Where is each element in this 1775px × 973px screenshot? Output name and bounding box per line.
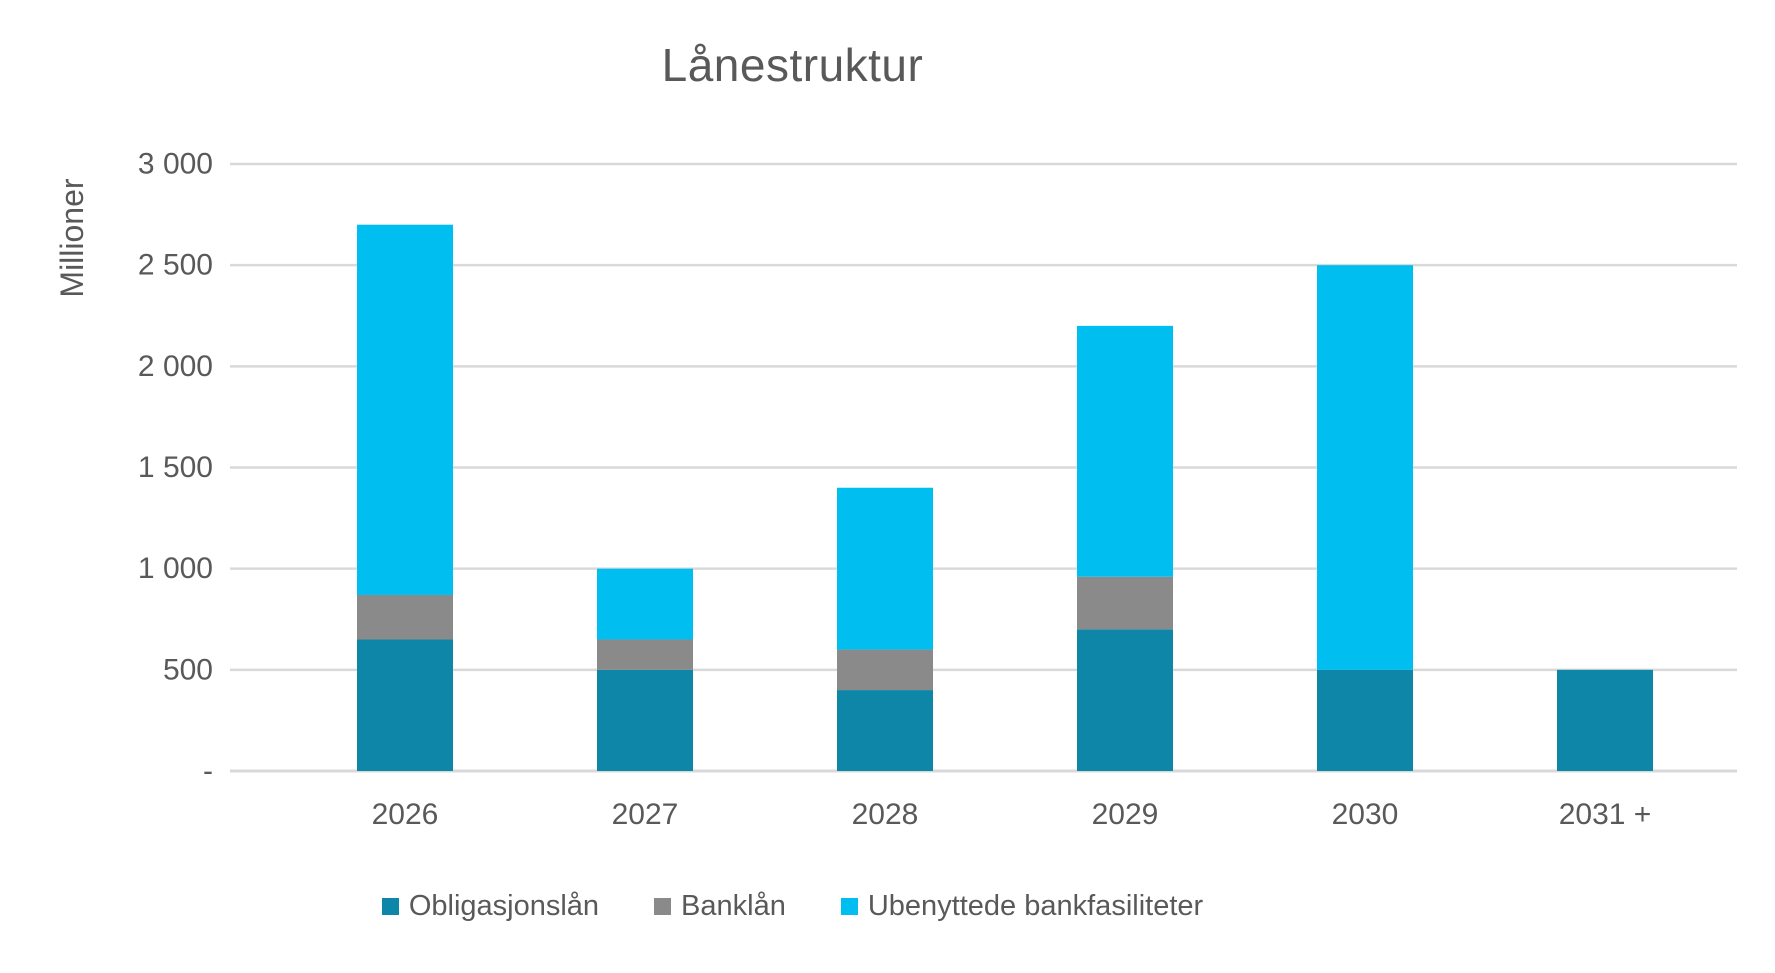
bar-segment-2028-bankl-n — [837, 649, 933, 691]
legend-label: Ubenyttede bankfasiliteter — [867, 889, 1204, 922]
y-tick-label: 3 000 — [138, 148, 213, 181]
bar-segment-2030-ubenyttede-bankfasiliteter — [1317, 265, 1413, 670]
x-tick-label: 2030 — [1332, 798, 1399, 831]
y-tick-label: - — [203, 755, 213, 788]
legend-label: Banklån — [681, 889, 786, 922]
bar-segment-2029-obligasjonsl-n — [1077, 629, 1173, 771]
legend-item-bankl-n: Banklån — [654, 890, 786, 923]
x-tick-label: 2031 + — [1559, 798, 1652, 831]
x-tick-label: 2029 — [1092, 798, 1159, 831]
bar-segment-2026-bankl-n — [357, 594, 453, 640]
y-tick-label: 1 000 — [138, 552, 213, 585]
legend-label: Obligasjonslån — [408, 889, 600, 922]
legend: Obligasjonslån Banklån Ubenyttede bankfasi… — [0, 884, 1585, 928]
bar-segment-2029-bankl-n — [1077, 576, 1173, 630]
bar-segment-2027-ubenyttede-bankfasiliteter — [597, 568, 693, 640]
y-tick-label: 2 000 — [138, 350, 213, 383]
x-tick-label: 2026 — [372, 798, 439, 831]
bar-segment-2030-obligasjonsl-n — [1317, 669, 1413, 771]
bar-segment-2026-ubenyttede-bankfasiliteter — [357, 224, 453, 595]
bar-segment-2027-bankl-n — [597, 639, 693, 670]
chart-title: Lånestruktur — [661, 39, 924, 91]
bar-segment-2026-obligasjonsl-n — [357, 639, 453, 771]
y-tick-label: 2 500 — [138, 249, 213, 282]
bar-segment-2027-obligasjonsl-n — [597, 669, 693, 771]
legend-swatch-bankl-n — [654, 897, 672, 915]
y-tick-label: 500 — [163, 653, 213, 686]
legend-swatch-obligasjonsl-n — [381, 897, 399, 915]
x-tick-label: 2027 — [612, 798, 679, 831]
bar-segment-2028-obligasjonsl-n — [837, 690, 933, 771]
bar-segment-2031+-obligasjonsl-n — [1557, 669, 1653, 771]
y-tick-label: 1 500 — [138, 451, 213, 484]
x-tick-label: 2028 — [852, 798, 919, 831]
bar-segment-2028-ubenyttede-bankfasiliteter — [837, 487, 933, 650]
legend-item-ubenyttede-bankfasiliteter: Ubenyttede bankfasiliteter — [840, 889, 1204, 923]
bar-segment-2029-ubenyttede-bankfasiliteter — [1077, 325, 1173, 577]
legend-item-obligasjonsl-n: Obligasjonslån — [381, 889, 600, 923]
legend-swatch-ubenyttede-bankfasiliteter — [840, 897, 858, 915]
